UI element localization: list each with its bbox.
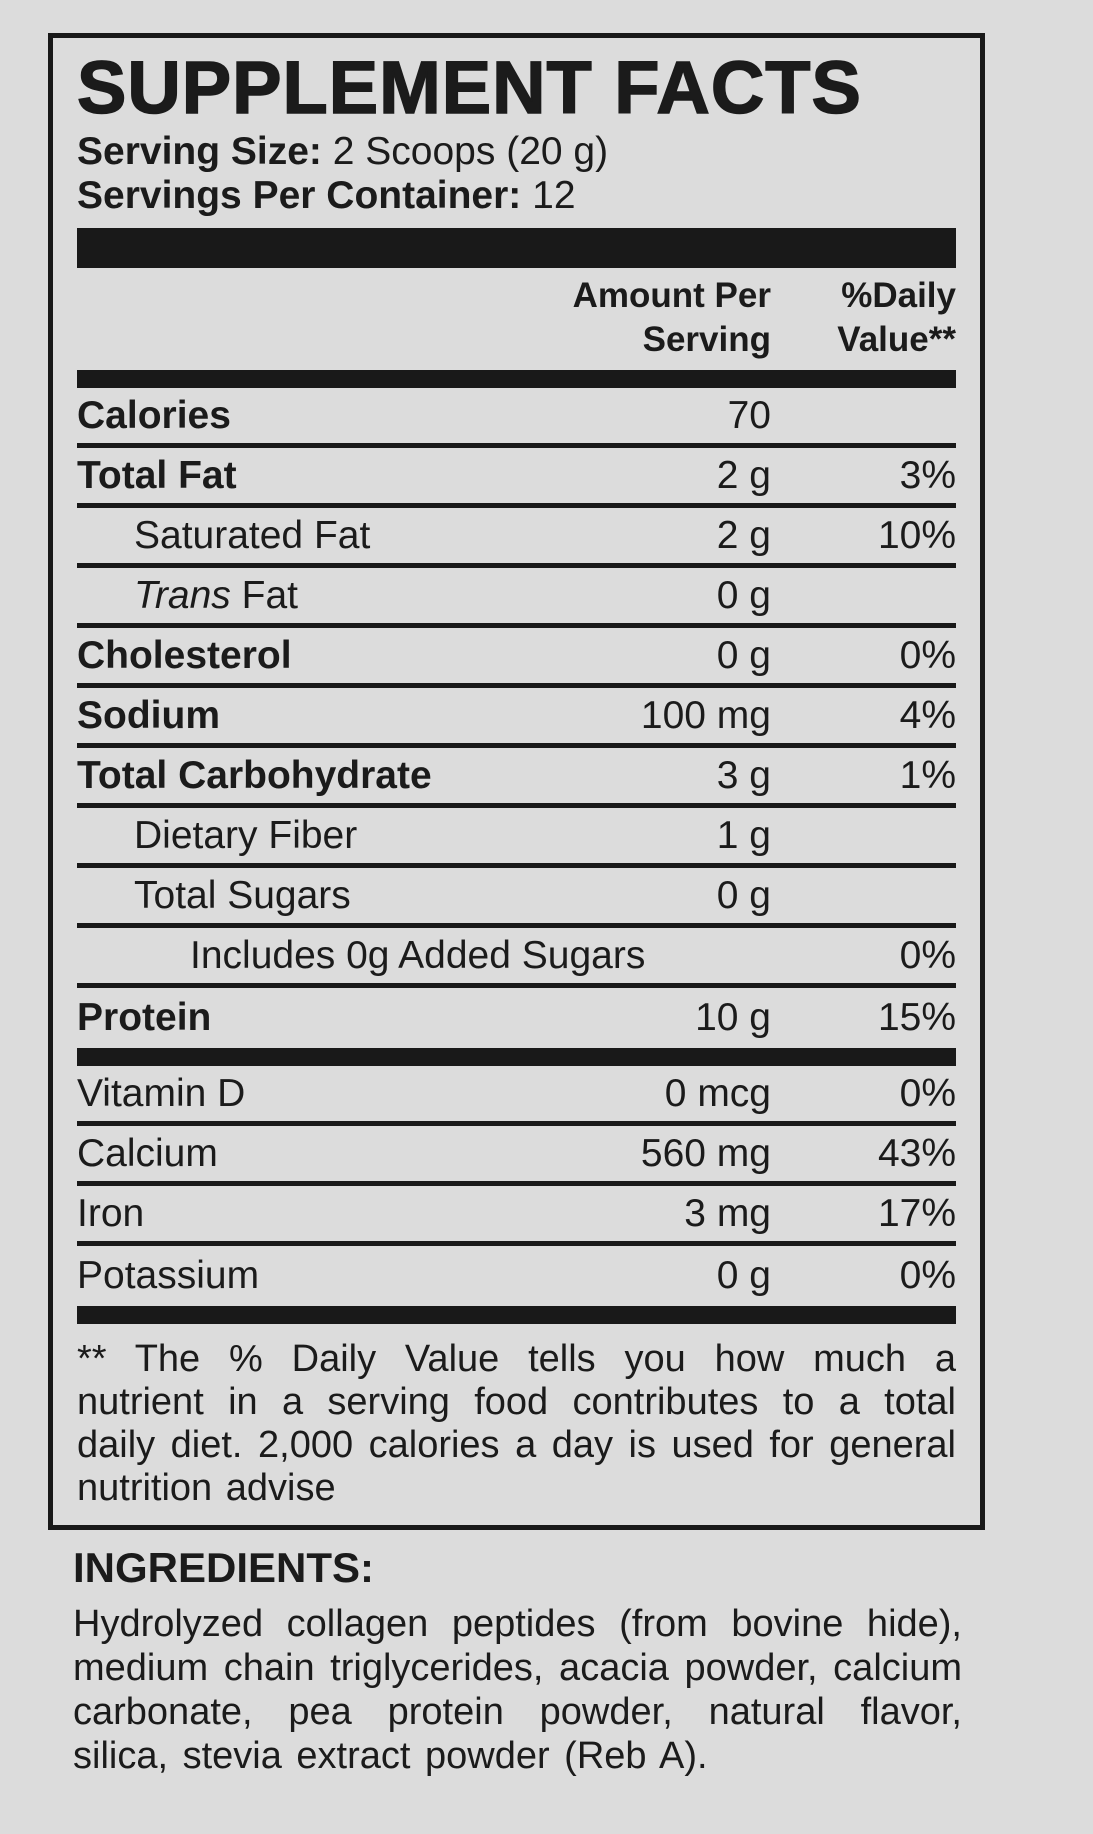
row-trans-fat: Trans Fat 0 g xyxy=(77,568,956,628)
nutrient-amount: 70 xyxy=(727,393,771,437)
nutrient-amount: 0 g xyxy=(716,1254,771,1297)
amount-per-serving-column-header: Amount Per Serving xyxy=(572,276,771,359)
servings-per-container-value: 12 xyxy=(532,174,576,217)
nutrient-amount: 0 g xyxy=(716,873,771,917)
nutrient-amount: 0 g xyxy=(716,573,771,617)
table-column-header: Amount Per Serving %Daily Value** xyxy=(77,268,956,370)
nutrient-daily-value: 17% xyxy=(877,1191,956,1235)
ingredients-header: INGREDIENTS: xyxy=(73,1544,375,1591)
nutrient-amount: 0 g xyxy=(716,633,771,677)
nutrient-daily-value: 0% xyxy=(899,1071,956,1115)
row-saturated-fat: Saturated Fat 2 g 10% xyxy=(77,508,956,568)
row-calcium: Calcium 560 mg 43% xyxy=(77,1126,956,1186)
nutrient-name: Saturated Fat xyxy=(134,513,371,557)
nutrient-name: Sodium xyxy=(77,693,220,737)
nutrient-name: Cholesterol xyxy=(77,633,292,677)
nutrient-rows-main: Calories 70 Total Fat 2 g 3% Saturated Fat 2 g… xyxy=(77,388,956,1048)
serving-size-value: 2 Scoops (20 g) xyxy=(332,130,609,173)
separator-bar-bottom xyxy=(77,1306,956,1324)
supplement-facts-panel: SUPPLEMENT FACTS Serving Size: 2 Scoops … xyxy=(48,33,985,1530)
separator-bar-header xyxy=(77,370,956,388)
nutrient-name: Vitamin D xyxy=(77,1071,246,1115)
nutrient-name-italic-part: Trans xyxy=(134,573,231,617)
nutrient-name: Total Carbohydrate xyxy=(77,753,432,797)
nutrient-daily-value: 0% xyxy=(899,933,956,977)
panel-title: SUPPLEMENT FACTS xyxy=(76,46,862,129)
row-vitamin-d: Vitamin D 0 mcg 0% xyxy=(77,1066,956,1126)
row-sodium: Sodium 100 mg 4% xyxy=(77,688,956,748)
nutrient-daily-value: 43% xyxy=(877,1131,956,1175)
nutrient-amount: 10 g xyxy=(695,996,771,1039)
row-iron: Iron 3 mg 17% xyxy=(77,1186,956,1246)
nutrient-daily-value: 0% xyxy=(899,1254,956,1297)
row-total-sugars: Total Sugars 0 g xyxy=(77,868,956,928)
separator-bar-protein xyxy=(77,1048,956,1066)
row-potassium: Potassium 0 g 0% xyxy=(77,1246,956,1306)
daily-value-footnote: ** The % Daily Value tells you how much … xyxy=(77,1338,956,1509)
separator-bar-top xyxy=(77,228,956,268)
row-calories: Calories 70 xyxy=(77,388,956,448)
nutrient-amount: 2 g xyxy=(716,453,771,497)
row-total-carbohydrate: Total Carbohydrate 3 g 1% xyxy=(77,748,956,808)
serving-size-line: Serving Size: 2 Scoops (20 g) xyxy=(77,130,956,174)
row-total-fat: Total Fat 2 g 3% xyxy=(77,448,956,508)
servings-per-container-label: Servings Per Container: xyxy=(77,174,522,217)
nutrient-amount: 100 mg xyxy=(640,693,771,737)
row-cholesterol: Cholesterol 0 g 0% xyxy=(77,628,956,688)
nutrient-amount: 3 mg xyxy=(684,1191,771,1235)
nutrient-name: Includes 0g Added Sugars xyxy=(190,933,646,977)
row-protein: Protein 10 g 15% xyxy=(77,988,956,1048)
nutrient-name: Potassium xyxy=(77,1254,260,1297)
nutrient-daily-value: 1% xyxy=(899,753,956,797)
serving-size-label: Serving Size: xyxy=(77,130,322,173)
nutrient-daily-value: 15% xyxy=(877,996,956,1039)
nutrient-name: Protein xyxy=(77,996,212,1039)
nutrient-amount: 0 mcg xyxy=(664,1071,771,1115)
row-dietary-fiber: Dietary Fiber 1 g xyxy=(77,808,956,868)
daily-value-column-header: %Daily Value** xyxy=(837,276,956,359)
ingredients-section: INGREDIENTS: Hydrolyzed collagen peptide… xyxy=(73,1544,962,1778)
row-includes-0g-added-sugars: Includes 0g Added Sugars 0% xyxy=(77,928,956,988)
nutrient-name: Iron xyxy=(77,1191,145,1235)
nutrient-daily-value: 4% xyxy=(899,693,956,737)
nutrient-name: Calories xyxy=(77,393,231,437)
nutrient-name: Total Sugars xyxy=(134,873,351,917)
nutrient-name: Total Fat xyxy=(77,453,237,497)
ingredients-text: Hydrolyzed collagen peptides (from bovin… xyxy=(73,1603,962,1777)
nutrient-amount: 2 g xyxy=(716,513,771,557)
nutrient-amount: 3 g xyxy=(716,753,771,797)
nutrient-daily-value: 10% xyxy=(877,513,956,557)
nutrient-amount: 1 g xyxy=(716,813,771,857)
nutrient-daily-value: 0% xyxy=(899,633,956,677)
nutrient-name: Trans Fat xyxy=(134,573,298,617)
nutrient-rows-vitamins-minerals: Vitamin D 0 mcg 0% Calcium 560 mg 43% Iron 3 mg… xyxy=(77,1066,956,1306)
nutrient-name: Calcium xyxy=(77,1131,218,1175)
nutrient-amount: 560 mg xyxy=(640,1131,771,1175)
servings-per-container-line: Servings Per Container: 12 xyxy=(77,174,956,218)
nutrient-daily-value: 3% xyxy=(899,453,956,497)
nutrient-name: Dietary Fiber xyxy=(134,813,358,857)
